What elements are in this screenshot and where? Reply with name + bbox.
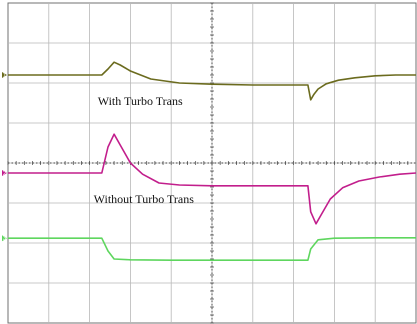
annotation-without-turbo-trans: Without Turbo Trans: [94, 192, 195, 206]
channel-marker-3: [2, 235, 7, 242]
channel-marker-label-3: 3: [3, 236, 7, 242]
channel-marker-1: [2, 72, 7, 78]
annotation-with-turbo-trans: With Turbo Trans: [98, 94, 183, 108]
trace-3: [8, 237, 416, 262]
grid: [7, 2, 417, 324]
trace-1: [8, 61, 416, 101]
trace-2: [8, 133, 417, 225]
traces: [8, 61, 417, 262]
channel-marker-label-2: 2: [3, 171, 7, 177]
channel-marker-2: [2, 170, 7, 176]
channel-markers: 1 2 3: [2, 72, 7, 242]
channel-marker-label-1: 1: [3, 73, 7, 79]
